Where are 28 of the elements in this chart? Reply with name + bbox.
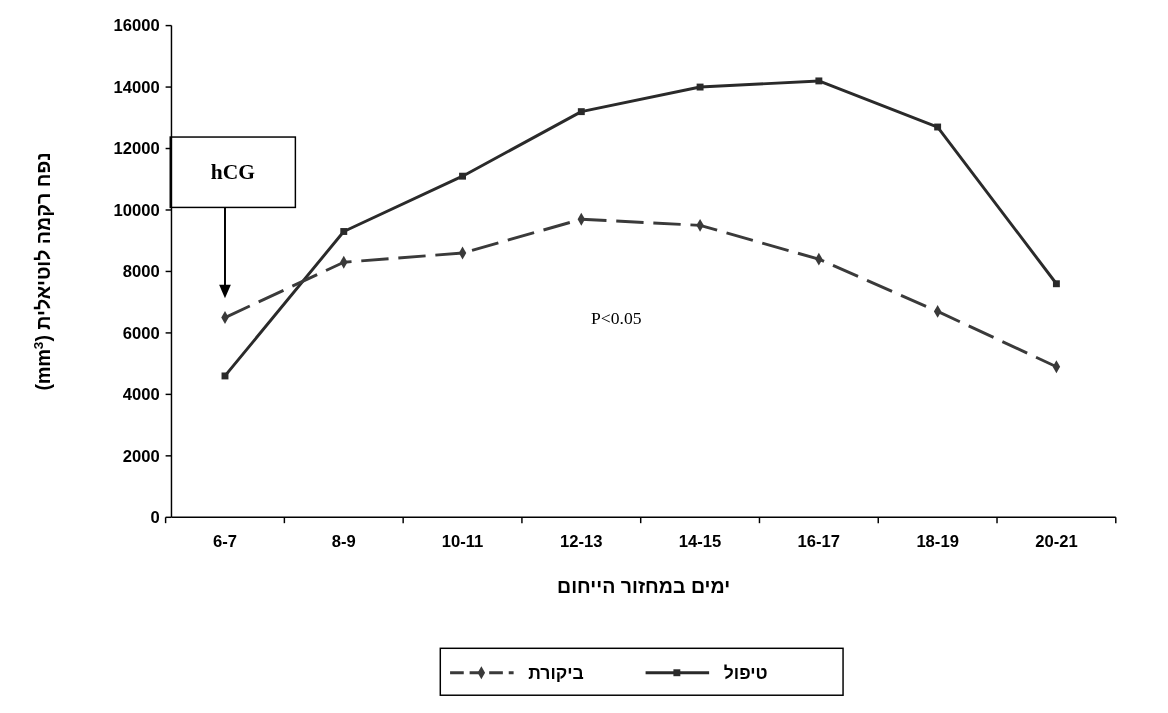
x-tick-label: 10-11 (441, 531, 484, 551)
x-tick-label: 12-13 (560, 531, 603, 551)
y-tick-label: 0 (150, 508, 160, 528)
x-tick-label: 20-21 (1035, 531, 1078, 551)
x-tick-label: 6-7 (212, 531, 237, 551)
x-tick-label: 16-17 (797, 531, 841, 551)
point (577, 108, 585, 116)
y-tick-label: 14000 (113, 77, 160, 97)
legend-label: טיפול (723, 662, 768, 683)
point (459, 172, 466, 180)
x-tick-label: 18-19 (916, 531, 959, 551)
y-tick-label: 10000 (113, 200, 160, 220)
x-axis-title: ימים במחזור הייחום (557, 574, 731, 597)
point (340, 228, 348, 235)
y-tick-label: 6000 (122, 323, 160, 343)
y-tick-label: 12000 (113, 139, 160, 159)
y-tick-label: 8000 (122, 262, 160, 282)
x-tick-label: 8-9 (331, 531, 356, 551)
annotation: P<0.05 (591, 307, 642, 328)
x-tick-label: 14-15 (678, 531, 722, 551)
y-tick-label: 4000 (122, 385, 160, 405)
annotation: hCG (210, 160, 256, 185)
y-tick-label: 16000 (113, 16, 160, 36)
point (1052, 280, 1060, 288)
point (815, 77, 823, 85)
legend-label: ביקורת (528, 662, 584, 683)
y-tick-label: 2000 (122, 446, 160, 466)
point (696, 83, 704, 91)
